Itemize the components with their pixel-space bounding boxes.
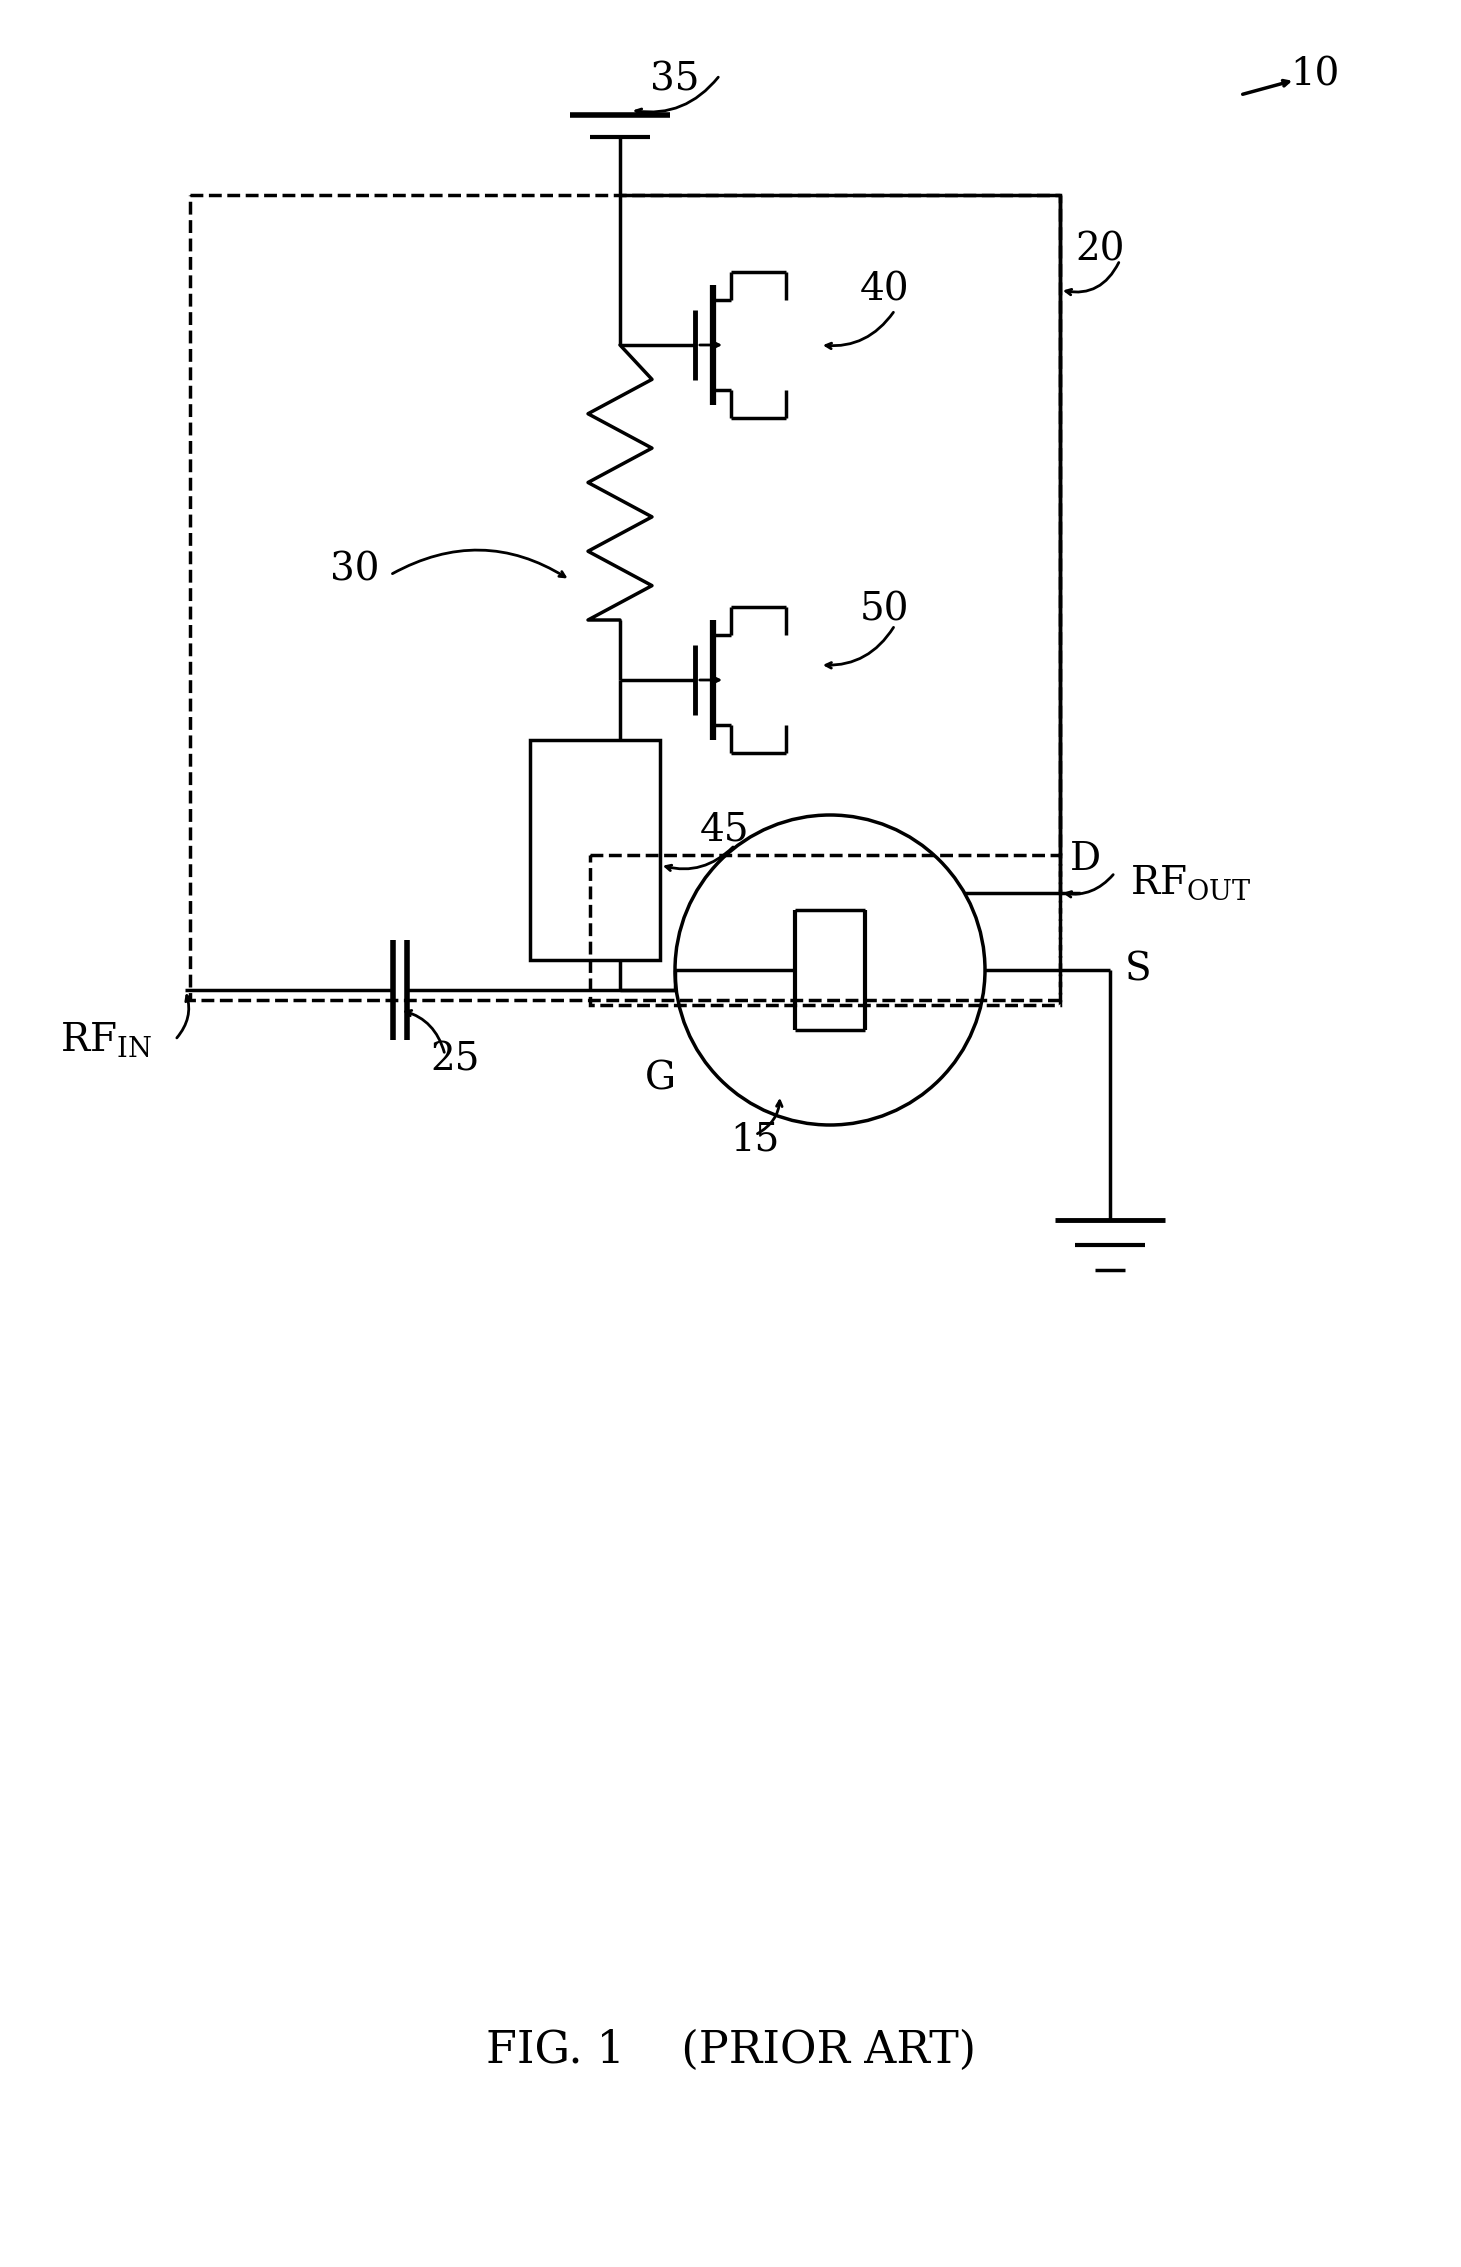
Text: 30: 30 [330,551,380,589]
Text: G: G [644,1061,675,1097]
Text: S: S [1125,952,1151,988]
Text: 35: 35 [650,61,700,97]
Bar [530,739,660,959]
Text: RF$_{\mathregular{IN}}$: RF$_{\mathregular{IN}}$ [60,1020,152,1059]
Text: 40: 40 [861,272,910,308]
Text: 45: 45 [700,812,749,848]
Text: D: D [1069,841,1102,877]
Text: RF$_{\mathregular{OUT}}$: RF$_{\mathregular{OUT}}$ [1129,864,1252,902]
Text: 50: 50 [861,592,910,628]
Text: 10: 10 [1290,57,1340,93]
Text: FIG. 1    (PRIOR ART): FIG. 1 (PRIOR ART) [485,2029,976,2072]
Text: 20: 20 [1075,231,1125,268]
Bar [190,195,1061,1000]
Text: 15: 15 [730,1122,779,1158]
Text: 25: 25 [430,1041,479,1079]
Bar [590,855,1061,1004]
